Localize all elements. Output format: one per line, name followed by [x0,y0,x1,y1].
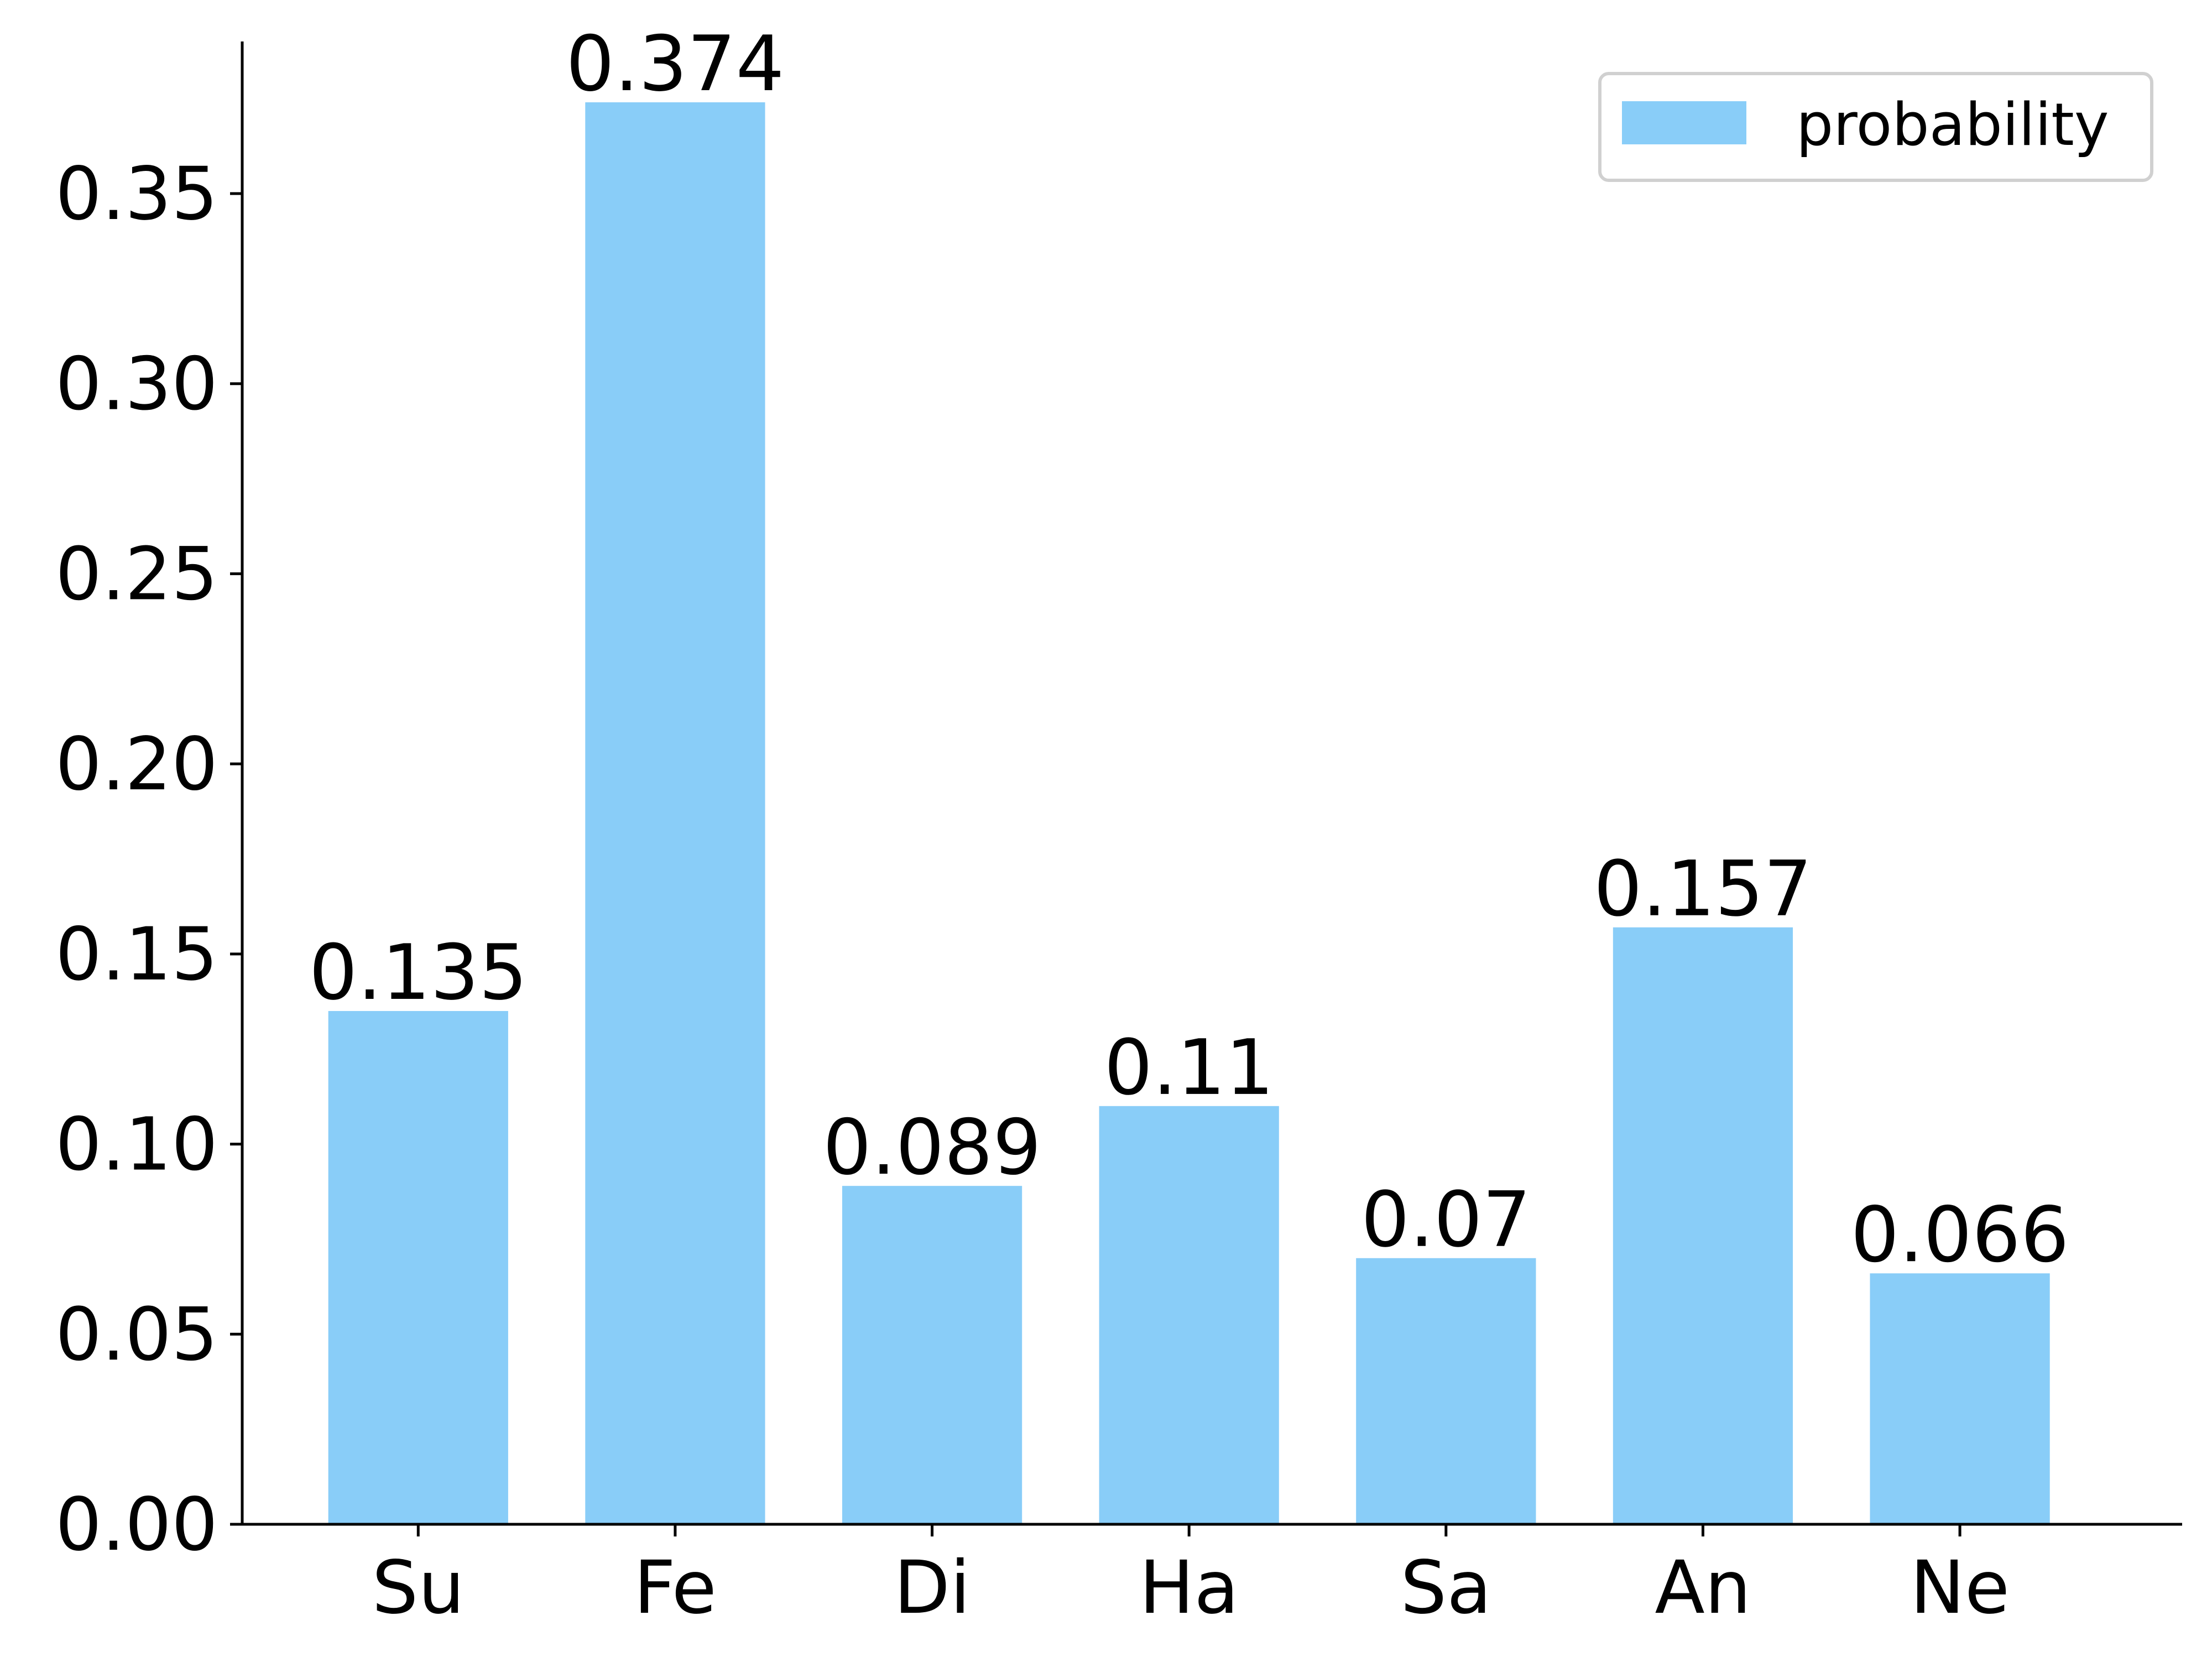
y-tick-label: 0.00 [55,1482,218,1567]
bar-di [842,1186,1022,1524]
y-tick-label: 0.15 [55,912,218,997]
bar-fe [585,102,765,1524]
bars-layer [328,102,2050,1524]
bar-sa [1356,1258,1536,1524]
y-tick-label: 0.35 [55,152,218,237]
x-tick-label-ne: Ne [1910,1545,2010,1630]
data-label-an: 0.157 [1594,845,1812,934]
data-label-ne: 0.066 [1851,1190,2069,1279]
y-tick-label: 0.30 [55,342,218,427]
data-label-sa: 0.07 [1361,1175,1531,1264]
axes-layer [241,41,2182,1526]
y-tick-label: 0.10 [55,1102,218,1187]
legend-box [1598,72,2153,182]
bar-su [328,1010,508,1524]
legend-swatch [1622,101,1746,144]
data-label-ha: 0.11 [1104,1023,1274,1112]
x-tick-label-ha: Ha [1139,1545,1239,1630]
bar-ne [1870,1273,2050,1524]
x-ticks: Su Fe Di Ha Sa An Ne [372,1524,2010,1630]
bar-an [1613,927,1793,1524]
data-label-su: 0.135 [309,928,528,1017]
y-tick-label: 0.25 [55,532,218,617]
legend-label: probability [1796,91,2109,159]
x-tick-label-di: Di [894,1545,970,1630]
x-tick-label-an: An [1655,1545,1751,1630]
x-tick-label-sa: Sa [1400,1545,1491,1630]
bar-ha [1099,1106,1279,1524]
y-tick-label: 0.20 [55,722,218,807]
data-labels-layer: 0.135 0.374 0.089 0.11 0.07 0.157 0.066 [309,19,2069,1279]
data-label-di: 0.089 [823,1103,1041,1192]
data-label-fe: 0.374 [566,19,784,108]
x-tick-label-fe: Fe [634,1545,717,1630]
legend: probability [1598,72,2153,182]
y-tick-label: 0.05 [55,1292,218,1377]
x-tick-label-su: Su [372,1545,465,1630]
y-ticks: 0.00 0.05 0.10 0.15 0.20 0.25 0.30 0.35 [55,152,242,1567]
